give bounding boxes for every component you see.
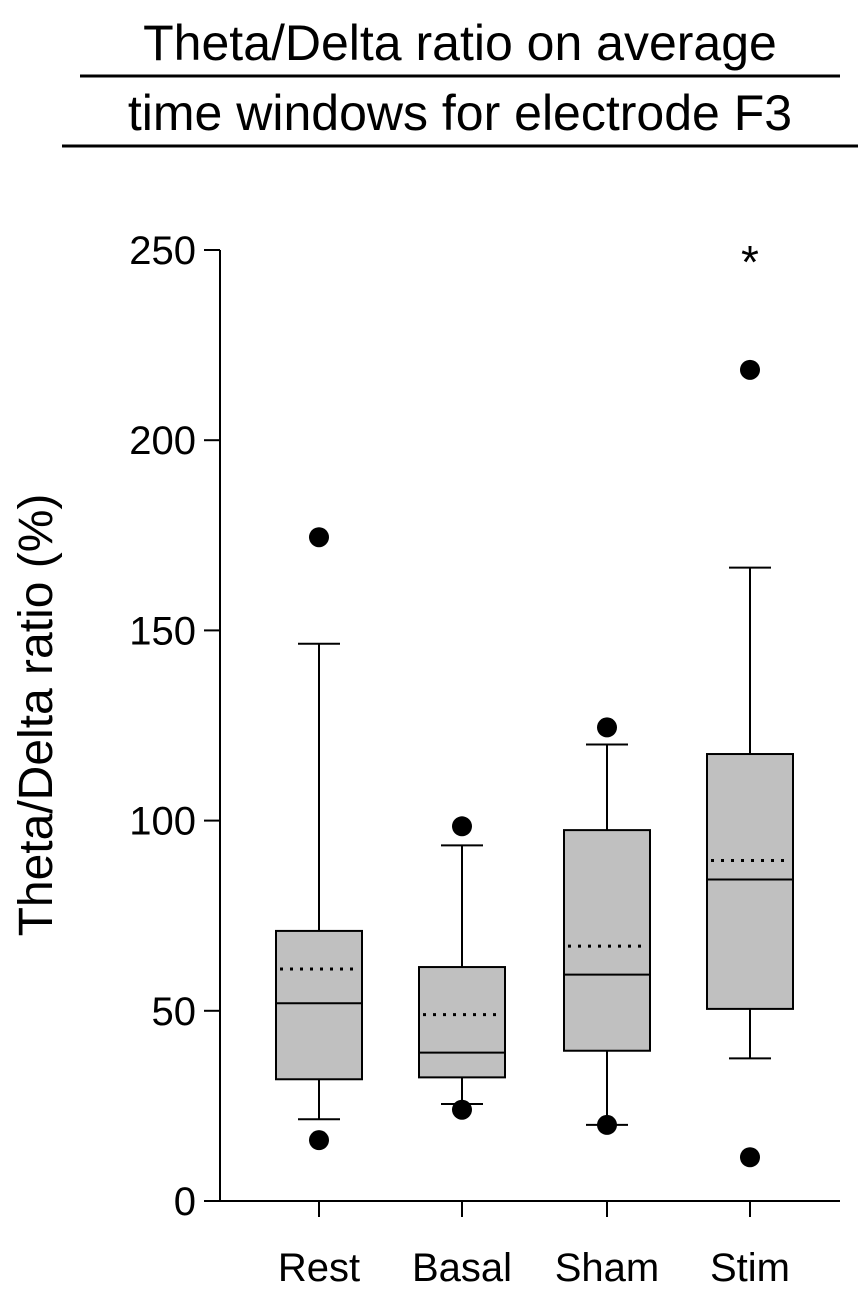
box-basal [418,816,506,1120]
y-tick-label: 200 [129,419,196,463]
box-iqr [275,929,363,1081]
outlier-point [309,527,329,548]
y-tick-label: 150 [129,609,196,653]
title-line-2: time windows for electrode F3 [128,85,792,141]
annotations: * [741,236,759,288]
y-tick-label: 250 [129,229,196,273]
box-iqr [418,966,506,1079]
outlier-point [597,717,617,738]
box-iqr [563,829,651,1052]
x-tick-label: Stim [710,1246,790,1290]
y-tick-label: 50 [152,990,197,1034]
significance-marker: * [741,236,759,288]
chart-title: Theta/Delta ratio on average time window… [62,15,858,148]
y-tick-label: 0 [174,1180,196,1224]
box-rest [275,527,363,1151]
box-sham [563,717,651,1135]
x-tick-label: Sham [555,1246,660,1290]
x-axis: Rest Basal Sham Stim [220,1200,840,1290]
outlier-point [452,1099,472,1120]
y-axis: 0 50 100 150 200 250 [129,229,221,1224]
outlier-point [597,1114,617,1135]
outlier-point [452,816,472,837]
outlier-point [740,359,760,380]
y-axis-label: Theta/Delta ratio (%) [10,494,63,937]
outlier-point [740,1147,760,1168]
box-stim [706,359,794,1168]
box-iqr [706,753,794,1010]
box-series [275,359,794,1168]
y-tick-label: 100 [129,800,196,844]
x-tick-label: Rest [278,1246,360,1290]
x-tick-label: Basal [412,1246,512,1290]
title-line-1: Theta/Delta ratio on average [143,15,777,71]
outlier-point [309,1130,329,1151]
